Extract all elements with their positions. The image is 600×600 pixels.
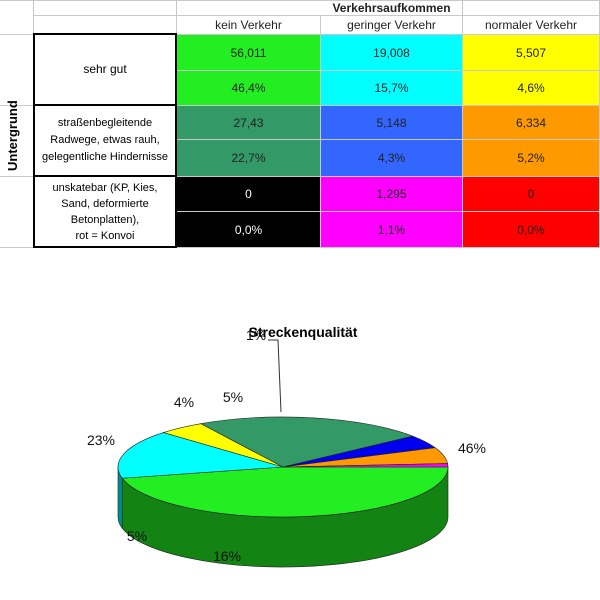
cell-r1-c0-count[interactable]: 27,43 (177, 106, 320, 139)
row-label-line: Sand, deformierte (61, 197, 149, 210)
row-label-line: straßenbegleitende (57, 117, 153, 129)
pie-label-6: 1% (246, 327, 266, 343)
pie-labels: 46% 16% 5% 23% 4% 5% 1% (87, 327, 486, 564)
label-border (175, 33, 177, 248)
column-header-geringer-verkehr: geringer Verkehr (347, 18, 436, 32)
cell-r2-c1-count[interactable]: 1,295 (321, 177, 462, 211)
cell-r2-c1-percent[interactable]: 1,1% (321, 212, 462, 247)
grid-line (320, 16, 321, 248)
pie-slice-3 (199, 416, 414, 468)
pie-label-0: 46% (458, 440, 486, 456)
cell-r2-c2-count[interactable]: 0 (463, 177, 599, 211)
cell-r0-c2-count[interactable]: 5,507 (463, 35, 599, 70)
grid-line (176, 211, 600, 212)
row-label-sehr-gut: sehr gut (83, 62, 127, 76)
cell-r0-c2-percent[interactable]: 4,6% (463, 71, 599, 105)
cell-r1-c0-percent[interactable]: 22,7% (177, 140, 320, 176)
row-label-line: Betonplatten), (70, 213, 140, 226)
pie-label-3: 23% (87, 432, 115, 448)
pie-label-2: 5% (127, 528, 147, 544)
column-header-kein-verkehr: kein Verkehr (215, 18, 282, 32)
label-border (33, 33, 35, 248)
pie-chart-svg: Streckenqualität 46% 16% 5% 23% 4% 5% 1% (87, 324, 486, 568)
pie-label-4: 4% (174, 394, 194, 410)
cell-r2-c0-percent[interactable]: 0,0% (177, 212, 320, 247)
cell-r0-c0-count[interactable]: 56,011 (177, 35, 320, 70)
pie-slice-6 (282, 463, 449, 468)
grid-line (0, 247, 600, 248)
grid-line (0, 34, 600, 35)
cell-r0-c1-percent[interactable]: 15,7% (321, 71, 462, 105)
grid-line (176, 70, 600, 71)
cell-r2-c0-count[interactable]: 0 (177, 177, 320, 211)
row-label-line: gelegentliche Hindernisse (42, 151, 168, 163)
pie-label-1: 16% (213, 548, 241, 564)
pie-chart: Streckenqualität 46% 16% 5% 23% 4% 5% 1% (0, 250, 600, 600)
label-border (33, 104, 177, 106)
grid-line (33, 15, 600, 16)
cell-r1-c1-count[interactable]: 5,148 (321, 106, 462, 139)
grid-line (462, 0, 463, 248)
row-label-unskatebar: unskatebar (KP, Kies, Sand, deformierte … (35, 177, 175, 246)
cell-r0-c1-count[interactable]: 19,008 (321, 35, 462, 70)
spreadsheet-table: Verkehrsaufkommen kein Verkehr geringer … (0, 0, 600, 250)
grid-line (0, 176, 600, 177)
grid-line (0, 105, 600, 106)
row-label-line: unskatebar (KP, Kies, (52, 181, 158, 194)
column-header-normaler-verkehr: normaler Verkehr (484, 18, 578, 32)
pie-leader-line (268, 339, 282, 413)
pie-tops (117, 416, 449, 518)
grid-line (176, 139, 600, 140)
pie-label-5: 5% (223, 389, 243, 405)
label-border (33, 246, 177, 248)
cell-r1-c2-percent[interactable]: 5,2% (463, 140, 599, 176)
cell-r1-c2-count[interactable]: 6,334 (463, 106, 599, 139)
row-label-line: Radwege, etwas rauh, (50, 134, 160, 146)
cell-r0-c0-percent[interactable]: 46,4% (177, 71, 320, 105)
label-border (33, 33, 177, 35)
cell-r1-c1-percent[interactable]: 4,3% (321, 140, 462, 176)
row-label-line: rot = Konvoi (75, 229, 135, 242)
grid-line (0, 0, 600, 1)
pie-slice-1 (117, 432, 284, 479)
chart-title: Streckenqualität (249, 324, 358, 340)
cell-r2-c2-percent[interactable]: 0,0% (463, 212, 599, 247)
row-label-radwege: straßenbegleitende Radwege, etwas rauh, … (35, 106, 175, 175)
super-header: Verkehrsaufkommen (332, 0, 451, 15)
pie-slice-0 (121, 466, 449, 518)
label-border (33, 175, 177, 177)
row-group-label: Untergrund (5, 100, 20, 171)
